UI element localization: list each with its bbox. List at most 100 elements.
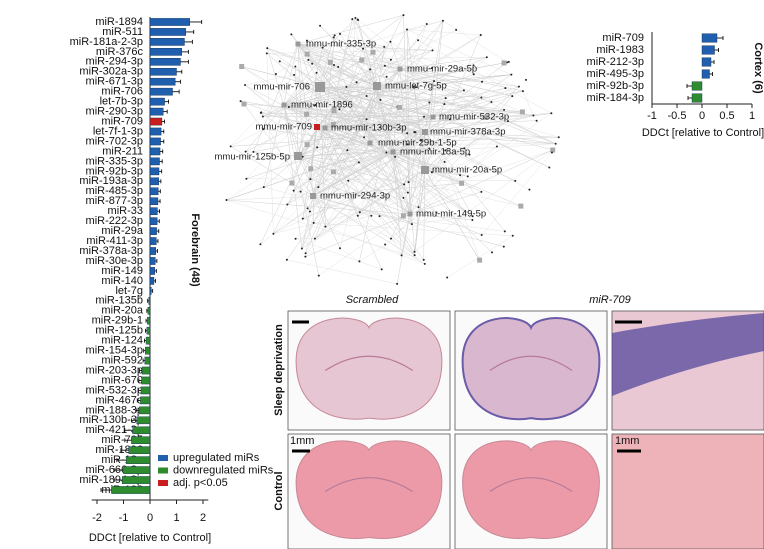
network-node — [301, 217, 304, 220]
histology-panels: Scrambled miR-709 Sleep deprivation Control… — [273, 294, 764, 549]
network-node — [385, 75, 388, 78]
x-tick-label: 0 — [699, 110, 705, 122]
network-node — [304, 111, 310, 117]
network-edge — [424, 74, 512, 133]
network-edge — [305, 213, 411, 257]
network-node — [430, 171, 433, 174]
bar — [123, 466, 151, 474]
network-node — [550, 147, 556, 153]
network-node — [441, 19, 444, 22]
network-edge — [481, 152, 553, 236]
brain-section — [295, 317, 443, 420]
y-tick-label: miR-532-3p — [86, 384, 143, 396]
bar — [701, 57, 712, 67]
y-tick-label: miR-29a — [101, 225, 143, 237]
network-node — [503, 230, 506, 233]
y-tick-label: miR-1894 — [95, 16, 143, 28]
network-edge — [314, 169, 426, 239]
bar — [140, 386, 151, 395]
network-edge — [392, 101, 492, 153]
network-node — [485, 56, 488, 59]
network-node — [244, 84, 247, 87]
network-edge — [352, 18, 417, 88]
brain-section — [295, 440, 443, 540]
network-edge — [376, 50, 433, 87]
network-node — [378, 215, 381, 218]
x-tick-label: -1 — [647, 110, 657, 122]
network-node — [518, 203, 524, 209]
network-edge — [317, 147, 394, 153]
network-node — [550, 112, 553, 115]
network-label: mmu-mir-335-3p — [306, 39, 376, 50]
x-axis-label: DDCt [relative to Control] — [89, 532, 211, 544]
network-edge — [312, 195, 314, 223]
network-edge — [245, 151, 299, 157]
bar — [141, 376, 151, 385]
network-node — [413, 131, 416, 134]
network-edge — [286, 142, 371, 260]
network-node — [294, 65, 297, 68]
network-node — [480, 190, 483, 193]
network-node — [244, 150, 247, 153]
network-label: mmu-mir-29a-5p — [407, 64, 477, 75]
network-node — [278, 60, 281, 63]
network-node — [289, 180, 295, 186]
network-node — [402, 196, 405, 199]
network-edge — [266, 53, 331, 63]
network-node — [252, 150, 255, 153]
network-hub — [281, 102, 287, 108]
network-edge — [362, 48, 523, 113]
network-edge — [245, 104, 285, 152]
network-node — [379, 126, 382, 129]
cortex-layer — [612, 313, 764, 396]
network-edge — [297, 14, 404, 45]
brain-structure — [489, 355, 573, 371]
bar — [121, 476, 151, 484]
network-node — [308, 166, 314, 172]
network-edge — [333, 110, 394, 153]
network-edge — [300, 191, 392, 239]
bar — [146, 326, 151, 335]
network-edge — [409, 81, 435, 215]
brain-structure — [324, 477, 414, 493]
network-edge — [244, 84, 318, 148]
network-edge — [297, 90, 523, 157]
network-node — [502, 245, 505, 248]
network-node — [300, 247, 303, 250]
network-node — [327, 59, 333, 65]
network-node — [406, 191, 409, 194]
network-node — [446, 276, 449, 279]
y-tick-label: miR-671-3p — [86, 76, 143, 88]
network-edge — [432, 86, 519, 118]
network-edge — [297, 148, 430, 157]
y-tick-label: miR-706 — [101, 86, 143, 98]
network-edge — [362, 48, 394, 153]
network-edge — [324, 109, 505, 129]
network-label: mmu-mir-294-3p — [320, 191, 390, 202]
row-label: Control — [273, 471, 285, 510]
network-label: mmu-mir-18a-5p — [400, 147, 470, 158]
legend-swatch — [158, 480, 168, 486]
network-node — [402, 14, 405, 17]
network-edge — [356, 82, 371, 144]
network-node — [517, 85, 520, 88]
network-edge — [366, 119, 371, 144]
y-tick-label: miR-181a-2-3p — [70, 36, 143, 48]
network-edge — [376, 85, 445, 105]
network-edge — [293, 147, 318, 191]
network-edge — [413, 86, 426, 171]
network-edge — [293, 142, 371, 191]
network-node — [365, 118, 368, 121]
network-node — [384, 243, 387, 246]
y-tick-label: miR-92b-3p — [86, 165, 143, 177]
x-tick-label: 0 — [147, 512, 153, 524]
network-node — [312, 221, 315, 224]
bar — [149, 48, 182, 56]
network-node — [357, 161, 360, 164]
network-edge — [246, 105, 315, 179]
network-node — [535, 119, 538, 122]
network-edge — [407, 133, 516, 182]
bar — [147, 306, 151, 315]
network-hub — [314, 124, 320, 130]
network-edge — [362, 48, 414, 87]
